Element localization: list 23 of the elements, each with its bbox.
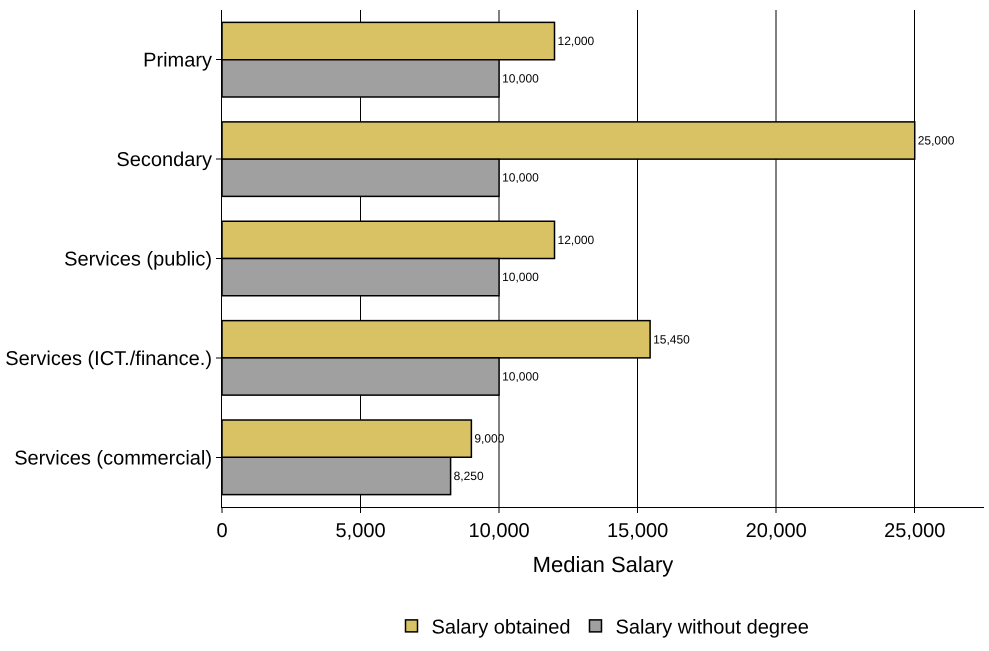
data-label: 25,000 [918, 133, 955, 148]
x-tick-label: 15,000 [607, 520, 668, 542]
data-label: 12,000 [558, 232, 595, 247]
y-tick-label: Services (ICT./finance.) [5, 348, 212, 370]
legend-label: Salary without degree [615, 616, 809, 639]
data-label: 15,450 [653, 332, 690, 346]
x-tick-label: 5,000 [336, 520, 386, 542]
data-label: 10,000 [502, 170, 540, 185]
data-label: 10,000 [502, 270, 540, 284]
x-tick-label: 0 [216, 520, 228, 542]
y-tick-label: Primary [143, 50, 212, 72]
data-label: 10,000 [502, 370, 540, 384]
x-tick-label: 20,000 [746, 520, 807, 542]
y-tick-label: Secondary [116, 149, 212, 172]
y-tick-label: Services (public) [64, 248, 212, 270]
data-label: 10,000 [502, 71, 540, 86]
x-tick-label: 25,000 [884, 520, 946, 542]
data-label: 12,000 [558, 34, 595, 48]
y-tick-label: Services (commercial) [14, 447, 212, 470]
x-axis-title: Median Salary [532, 552, 674, 577]
legend-label: Salary obtained [432, 616, 570, 639]
x-tick-label: 10,000 [468, 520, 530, 542]
data-label: 8,250 [454, 468, 484, 483]
